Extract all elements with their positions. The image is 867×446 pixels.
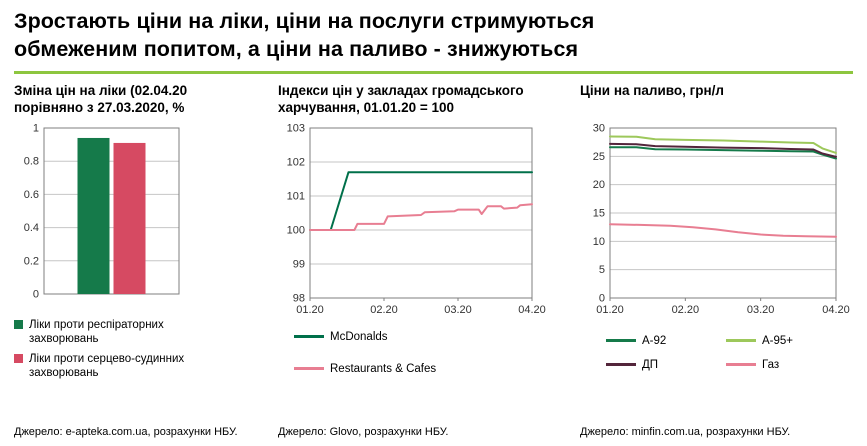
diesel-swatch-icon [606,363,636,367]
svg-text:5: 5 [599,264,605,276]
page-title: Зростають ціни на ліки, ціни на послуги … [14,9,595,61]
svg-text:1: 1 [33,122,39,134]
svg-text:101: 101 [287,190,305,202]
medicines-bar-chart: 0 0.2 0.4 0.6 0.8 1 [24,122,180,300]
legend-item-respiratory: Ліки проти респіраторних захворювань [14,318,264,347]
svg-text:03.20: 03.20 [747,304,775,316]
respiratory-swatch-icon [14,319,23,329]
svg-text:100: 100 [287,224,305,236]
svg-text:03.20: 03.20 [444,304,472,316]
cardio-swatch-icon [14,353,23,363]
legend-item-mcdonalds: McDonalds [294,330,566,344]
fuel-line-chart: 0 5 10 15 20 25 30 01.20 02.20 03.20 04.20 [593,122,850,316]
title-divider [14,70,853,74]
legend-item-a92: А-92 [606,334,716,348]
medicines-chart-title: Зміна цін на ліки (02.04.20 порівняно з … [14,82,188,116]
svg-text:0.6: 0.6 [24,189,39,201]
legend-item-diesel: ДП [606,358,716,372]
legend-label-mcdonalds: McDonalds [330,330,388,343]
svg-text:103: 103 [287,122,305,134]
catering-line-chart: 98 99 100 101 102 103 01.20 02.20 03.20 04.20 [287,122,546,316]
panel-medicines: Зміна цін на ліки (02.04.20 порівняно з … [14,82,264,438]
mcdonalds-swatch-icon [294,334,324,338]
fuel-chart-title: Ціни на паливо, грн/л [580,82,724,98]
source-note-fuel: Джерело: minfin.com.ua, розрахунки НБУ. [580,426,791,438]
restaurants-swatch-icon [294,367,324,371]
svg-text:02.20: 02.20 [672,304,700,316]
legend-label-cardio: Ліки проти серцево-судинних захворювань [29,352,185,379]
svg-text:10: 10 [593,236,605,248]
svg-text:0.2: 0.2 [24,255,39,267]
source-note-catering: Джерело: Glovo, розрахунки НБУ. [278,426,449,438]
svg-text:0.8: 0.8 [24,156,39,168]
svg-text:0.4: 0.4 [24,222,39,234]
catering-chart-title: Індекси цін у закладах громадського харч… [278,82,524,116]
svg-text:04.20: 04.20 [518,304,546,316]
medicines-legend: Ліки проти респіраторних захворювань Лік… [14,318,264,386]
svg-text:01.20: 01.20 [596,304,624,316]
legend-label-a92: А-92 [642,334,667,347]
legend-label-diesel: ДП [642,359,659,372]
charts-row: Зміна цін на ліки (02.04.20 порівняно з … [14,82,853,438]
svg-text:01.20: 01.20 [296,304,324,316]
legend-item-cardio: Ліки проти серцево-судинних захворювань [14,352,264,381]
svg-text:30: 30 [593,122,605,134]
svg-text:0: 0 [599,292,605,304]
panel-fuel: Ціни на паливо, грн/л 0 5 10 15 20 25 30 01.20 0… [580,82,853,438]
svg-text:15: 15 [593,207,605,219]
source-note-medicines: Джерело: e-apteka.com.ua, розрахунки НБУ… [14,426,238,438]
legend-label-a95: А-95+ [762,334,794,347]
catering-legend: McDonalds Restaurants & Cafes [278,330,566,395]
svg-text:102: 102 [287,156,305,168]
legend-label-restaurants: Restaurants & Cafes [330,363,437,376]
legend-label-gas: Газ [762,359,780,372]
a92-swatch-icon [606,338,636,342]
legend-item-a95: А-95+ [726,334,853,348]
svg-text:0: 0 [33,288,39,300]
svg-text:98: 98 [293,292,305,304]
svg-text:20: 20 [593,179,605,191]
svg-text:04.20: 04.20 [822,304,850,316]
svg-text:99: 99 [293,258,305,270]
legend-label-respiratory: Ліки проти респіраторних захворювань [29,318,164,346]
legend-item-gas: Газ [726,358,853,372]
legend-item-restaurants: Restaurants & Cafes [294,362,566,376]
svg-text:02.20: 02.20 [370,304,398,316]
gas-swatch-icon [726,363,756,367]
svg-text:25: 25 [593,151,605,163]
panel-catering: Індекси цін у закладах громадського харч… [278,82,566,438]
fuel-legend: А-92 А-95+ ДП Газ [580,334,853,373]
a95-swatch-icon [726,338,756,342]
